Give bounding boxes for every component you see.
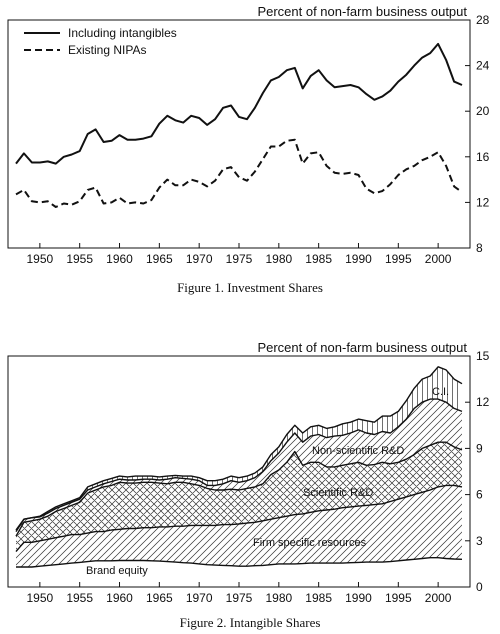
x-tick-label: 1970 bbox=[186, 591, 213, 605]
x-tick-label: 1995 bbox=[385, 252, 412, 266]
chart2-area-labels: Brand equity Firm specific resources Sci… bbox=[86, 386, 449, 577]
series-line-including-intangibles bbox=[15, 42, 463, 165]
chart2-caption: Figure 2. Intangible Shares bbox=[180, 615, 321, 630]
chart1-y-unit-label: Percent of non-farm business output bbox=[257, 4, 467, 19]
chart2-y-unit-label: Percent of non-farm business output bbox=[257, 340, 467, 355]
x-tick-label: 1990 bbox=[345, 252, 372, 266]
x-tick-label: 2000 bbox=[425, 252, 452, 266]
x-tick-label: 1975 bbox=[226, 591, 253, 605]
x-tick-label: 1990 bbox=[345, 591, 372, 605]
y-tick-label: 12 bbox=[476, 195, 490, 209]
legend-including-intangibles: Including intangibles bbox=[68, 26, 177, 40]
x-tick-label: 1985 bbox=[305, 591, 332, 605]
x-tick-label: 1980 bbox=[265, 591, 292, 605]
area-ci-boundary bbox=[15, 366, 463, 531]
y-tick-label: 16 bbox=[476, 150, 490, 164]
legend-existing-nipas: Existing NIPAs bbox=[68, 43, 146, 57]
x-tick-label: 1955 bbox=[66, 252, 93, 266]
area-label-ci: C.I. bbox=[432, 386, 449, 398]
chart1-axes: 1950 1955 1960 1965 1970 1975 1980 1985 1990 1995… bbox=[27, 13, 490, 266]
y-tick-label: 28 bbox=[476, 13, 490, 27]
x-tick-label: 1950 bbox=[27, 591, 54, 605]
area-label-firm-specific: Firm specific resources bbox=[253, 537, 367, 549]
y-tick-label: 9 bbox=[476, 441, 483, 455]
x-tick-label: 1950 bbox=[27, 252, 54, 266]
area-scientific-rd-boundary bbox=[15, 441, 463, 537]
area-label-brand-equity: Brand equity bbox=[86, 565, 148, 577]
y-tick-label: 20 bbox=[476, 104, 490, 118]
area-brand-equity bbox=[16, 557, 462, 587]
chart2-series bbox=[15, 366, 463, 587]
x-tick-label: 1970 bbox=[186, 252, 213, 266]
y-tick-label: 6 bbox=[476, 488, 483, 502]
area-label-scientific-rd: Scientific R&D bbox=[303, 487, 373, 499]
area-label-non-scientific-rd: Non-scientific R&D bbox=[312, 445, 404, 457]
area-non-scientific-rd-boundary bbox=[15, 398, 463, 532]
x-tick-label: 2000 bbox=[425, 591, 452, 605]
x-tick-label: 1965 bbox=[146, 252, 173, 266]
x-tick-label: 1960 bbox=[106, 591, 133, 605]
series-line-existing-nipas bbox=[15, 138, 463, 208]
y-tick-label: 12 bbox=[476, 395, 490, 409]
area-brand-equity-boundary bbox=[16, 557, 463, 568]
x-tick-label: 1975 bbox=[226, 252, 253, 266]
x-tick-label: 1965 bbox=[146, 591, 173, 605]
intangible-shares-chart: Percent of non-farm business output 1950… bbox=[7, 340, 490, 630]
area-scientific-rd bbox=[16, 442, 462, 552]
chart1-series bbox=[15, 42, 463, 208]
x-tick-label: 1980 bbox=[265, 252, 292, 266]
x-tick-label: 1960 bbox=[106, 252, 133, 266]
y-tick-label: 8 bbox=[476, 241, 483, 255]
y-tick-label: 15 bbox=[476, 349, 490, 363]
y-tick-label: 3 bbox=[476, 534, 483, 548]
y-tick-label: 24 bbox=[476, 59, 490, 73]
chart1-legend: Including intangibles Existing NIPAs bbox=[24, 26, 177, 57]
x-tick-label: 1995 bbox=[385, 591, 412, 605]
chart2-axes: 1950 1955 1960 1965 1970 1975 1980 1985 1990 1995… bbox=[27, 349, 490, 605]
area-firm-specific-resources-boundary bbox=[15, 484, 463, 553]
x-tick-label: 1955 bbox=[66, 591, 93, 605]
area-firm-specific-resources bbox=[16, 485, 462, 567]
y-tick-label: 0 bbox=[476, 580, 483, 594]
investment-shares-chart: Percent of non-farm business output 1950… bbox=[7, 4, 490, 295]
chart1-caption: Figure 1. Investment Shares bbox=[177, 280, 323, 295]
x-tick-label: 1985 bbox=[305, 252, 332, 266]
